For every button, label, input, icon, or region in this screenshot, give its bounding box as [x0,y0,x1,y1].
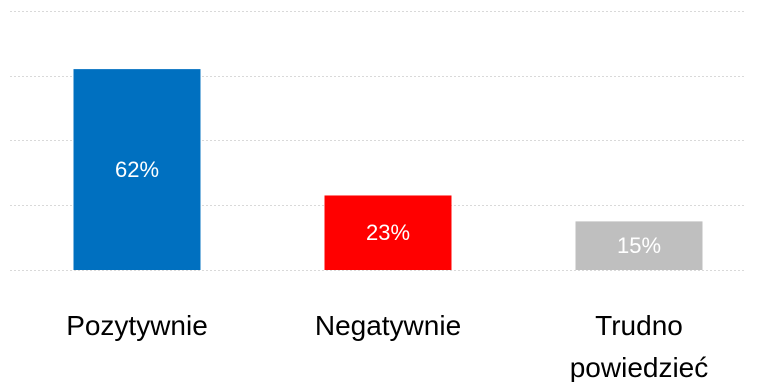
category-labels: Pozytywnie Negatywnie Trudno powiedzieć [66,310,708,382]
category-label-line: Trudno [595,310,683,341]
category-label-line: Negatywnie [315,310,461,341]
value-label-1: 62% [115,157,159,182]
value-labels: 62% 23% 15% [115,157,661,258]
value-label-3: 15% [617,233,661,258]
category-label-3: Trudno powiedzieć [570,310,709,382]
bar-1 [73,69,201,271]
category-label-2: Negatywnie [315,310,461,341]
category-label-line: Pozytywnie [66,310,208,341]
bar-3 [575,221,703,270]
bars [73,69,703,271]
bar-2 [324,195,452,270]
value-label-2: 23% [366,220,410,245]
category-label-1: Pozytywnie [66,310,208,341]
gridlines [10,11,745,271]
category-label-line: powiedzieć [570,352,709,382]
